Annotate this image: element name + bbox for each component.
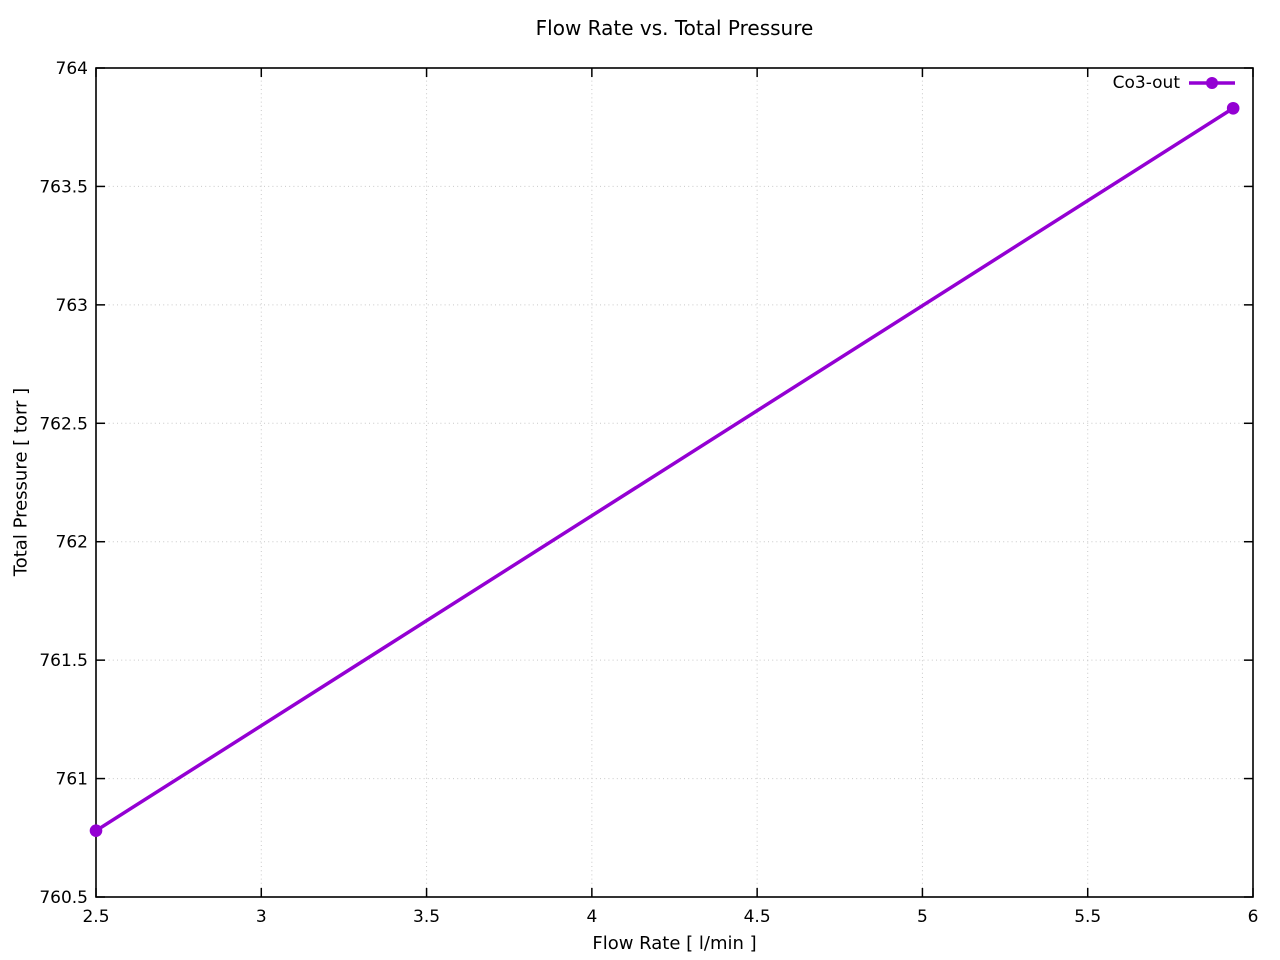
y-tick-label: 760.5 [39,888,88,908]
x-tick-label: 4.5 [744,907,771,927]
y-tick-label: 761 [56,770,88,790]
y-tick-label: 762.5 [39,414,88,434]
y-tick-label: 762 [56,533,88,553]
data-line [94,106,1235,833]
legend-series-label: Co3-out [1112,73,1180,93]
legend: Co3-out [1113,72,1236,94]
data-point-marker [1226,101,1240,115]
x-tick-label: 5 [917,907,928,927]
y-tick-label: 763 [56,296,88,316]
y-tick-label: 761.5 [39,651,88,671]
data-point-marker [89,824,103,837]
x-tick-label: 6 [1248,907,1259,927]
x-tick-label: 2.5 [82,907,109,927]
legend-sample-line [1189,77,1235,89]
x-tick-label: 3 [256,907,267,927]
chart-title: Flow Rate vs. Total Pressure [535,16,814,40]
legend-sample-marker [1206,77,1218,89]
x-tick-label: 3.5 [413,907,440,927]
y-tick-label: 763.5 [39,177,88,197]
y-axis-label: Total Pressure [ torr ] [10,387,32,577]
y-tick-label: 764 [56,59,88,79]
x-tick-label: 4 [586,907,597,927]
x-axis-label: Flow Rate [ l/min ] [592,933,757,954]
x-tick-label: 5.5 [1074,907,1101,927]
plot-border [95,67,1254,898]
